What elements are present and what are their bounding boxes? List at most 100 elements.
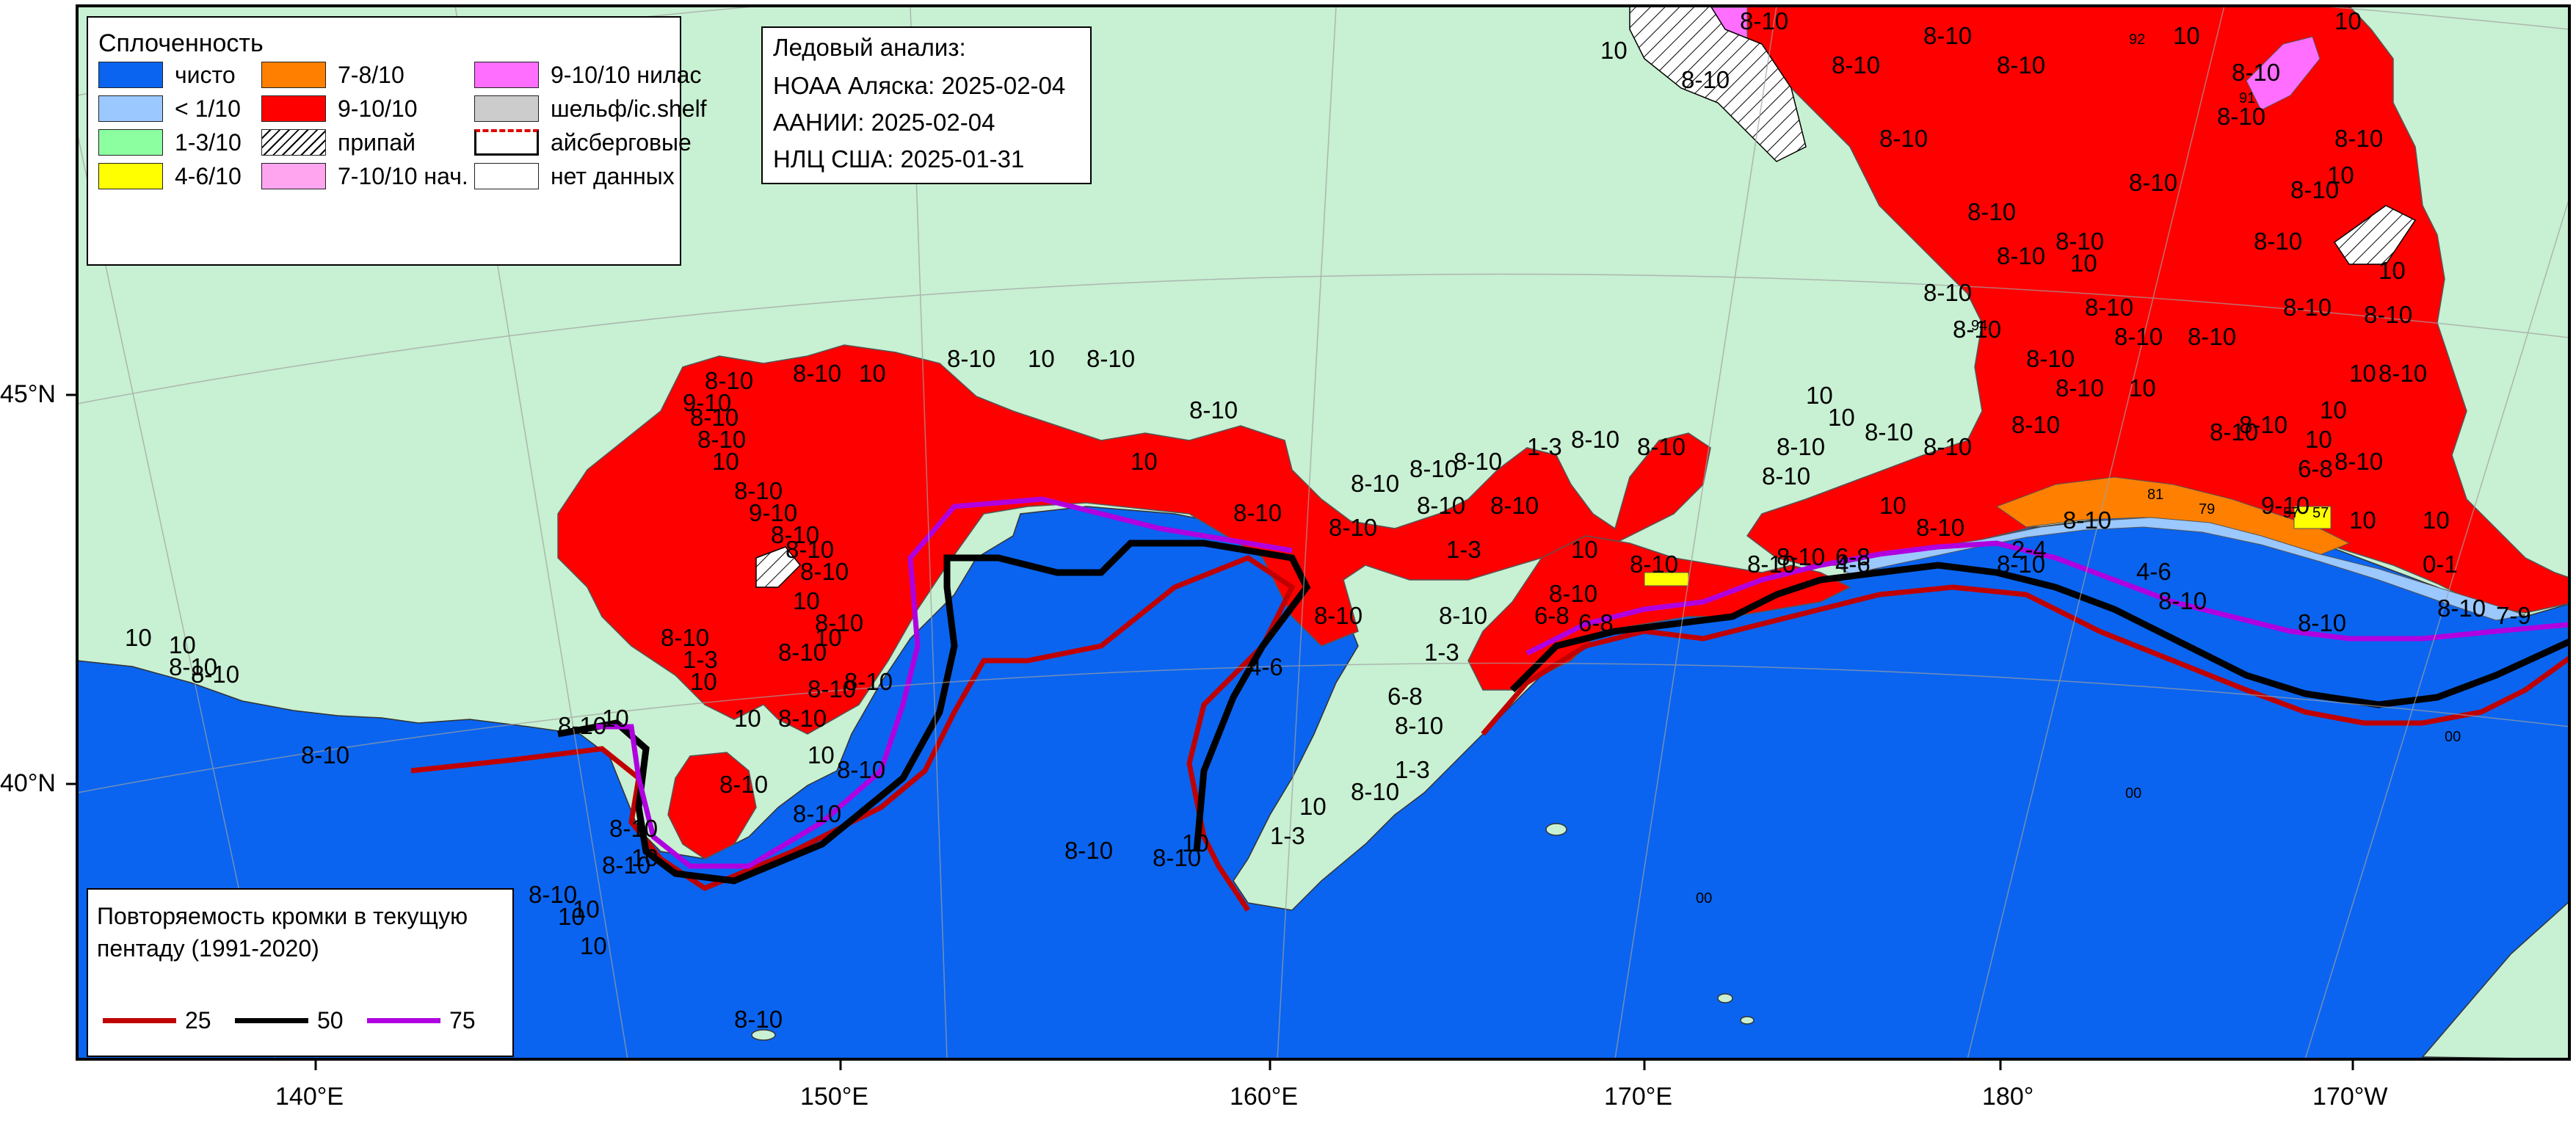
ice-code-label: 57 [2283,505,2299,521]
legend-item: 7-8/10 [261,60,404,90]
concentration-label: 10 [2334,7,2362,34]
legend-label: припай [338,128,416,156]
ice-code-label: 00 [2125,785,2141,802]
concentration-label: 10 [2327,161,2354,189]
frequency-label: 50 [317,1007,344,1034]
legend-item: < 1/10 [98,94,241,123]
concentration-label: 8-10 [1153,844,1201,871]
concentration-label: 8-10 [778,705,827,732]
concentration-label: 8-10 [2056,374,2104,402]
concentration-label: 10 [580,932,607,959]
concentration-label: 8-10 [2026,345,2075,372]
frequency-line-swatch [103,1018,176,1023]
ice-code-label: 92 [2129,32,2145,48]
concentration-label: 10 [2349,360,2376,387]
concentration-label: 8-10 [697,426,746,453]
concentration-label: 1-3 [1395,756,1430,783]
lat-label-45: 45°N [0,380,56,408]
analysis-title: Ледовый анализ: [773,34,966,61]
concentration-label: 8-10 [2085,294,2133,321]
axis-ticks [66,393,2354,1070]
concentration-label: 8-10 [844,668,893,695]
concentration-label: 6-8 [1578,609,1614,636]
concentration-label: 1-3 [1527,433,1562,460]
concentration-label: 8-10 [1777,543,1825,570]
concentration-label: 8-10 [1953,316,2001,343]
concentration-label: 8-10 [1923,22,1972,49]
concentration-label: 1-3 [683,646,718,673]
concentration-label: 8-10 [734,477,783,504]
concentration-label: 8-10 [1329,514,1377,541]
concentration-label: 8-10 [2210,418,2258,446]
legend-label: айсберговые [551,128,692,156]
concentration-label: 10 [690,668,717,695]
concentration-label: 8-10 [1740,7,1788,34]
open-water [77,506,2569,1059]
concentration-label: 2-4 [2011,536,2047,563]
concentration-label: 10 [1131,448,1158,475]
concentration-label: 10 [2305,426,2332,453]
frequency-line-swatch [367,1018,440,1023]
ice-code-label: 00 [1696,890,1712,907]
analysis-line-aari: ААНИИ: 2025-02-04 [773,109,995,136]
concentration-label: 8-10 [1923,279,1972,306]
concentration-label: 10 [2070,250,2097,277]
concentration-label: 1-3 [1424,639,1459,666]
concentration-label: 7-9 [2496,602,2531,629]
concentration-label: 10 [1571,536,1598,563]
concentration-label: 10 [2320,396,2347,424]
concentration-label: 8-10 [1879,125,1928,152]
concentration-label: 8-10 [947,345,995,372]
legend-swatch [261,62,326,88]
concentration-label: 8-10 [1916,514,1964,541]
concentration-label: 8-10 [169,653,217,680]
concentration-label: 8-10 [2334,448,2383,475]
legend-item: шельф/ic.shelf [474,94,707,123]
legend-swatch [474,95,539,122]
concentration-label: 10 [169,631,196,658]
ice-code-label: 81 [2147,487,2163,503]
legend-label: 7-10/10 нач. [338,162,468,189]
concentration-label: 8-10 [1233,499,1282,526]
concentration-label: 10 [1828,404,1855,431]
concentration-label: 8-10 [2283,294,2332,321]
concentration-label: 8-10 [2239,411,2287,438]
analysis-panel: Ледовый анализ: НОАА Аляска: 2025-02-04 … [761,26,1092,184]
concentration-label: 8-10 [1064,837,1113,864]
legend-swatch [98,163,163,189]
concentration-label: 8-10 [1409,455,1458,482]
concentration-label: 8-10 [1630,551,1678,578]
legend-swatch [98,62,163,88]
concentration-label: 9-10 [2261,492,2310,519]
concentration-label: 8-10 [705,367,753,394]
concentration-label: 10 [2349,506,2376,534]
map-frame [76,4,2571,1061]
concentration-label: 8-10 [558,712,606,739]
legend-item: 4-6/10 [98,161,242,191]
concentration-label: 6-8 [1534,602,1570,629]
concentration-label: 10 [558,903,585,930]
concentration-label: 10 [1299,793,1327,820]
legend-panel: Сплоченность чисто < 1/10 1-3/10 4-6/10 7-8/… [87,16,707,266]
concentration-label: 8-10 [1865,418,1913,446]
concentration-label: 10 [1879,492,1906,519]
legend-swatch [474,129,539,156]
legend-item: припай [261,128,416,157]
concentration-label: 8-10 [2298,609,2346,636]
concentration-label: 0-1 [2423,551,2458,578]
concentration-label: 8-10 [2334,125,2383,152]
concentration-label: 10 [793,587,820,614]
concentration-labels: 8-108-108-108-10108-10108-108-10108-108-… [125,7,2531,1033]
frequency-item: 50 [235,1007,344,1034]
concentration-label: 8-10 [2129,169,2177,196]
concentration-label: 8-10 [529,881,577,908]
ice-code-labels: 00 00 00 57 57 79 81 91 92 94 [1696,32,2461,907]
concentration-label: 8-10 [771,521,819,548]
lon-label-140e: 140°E [275,1083,344,1111]
concentration-label: 10 [602,705,629,732]
concentration-label: 8-10 [301,741,349,769]
concentration-label: 1-3 [1270,822,1305,849]
concentration-label: 8-10 [719,771,768,798]
concentration-label: 8-10 [808,675,856,702]
concentration-label: 8-10 [1549,580,1597,607]
